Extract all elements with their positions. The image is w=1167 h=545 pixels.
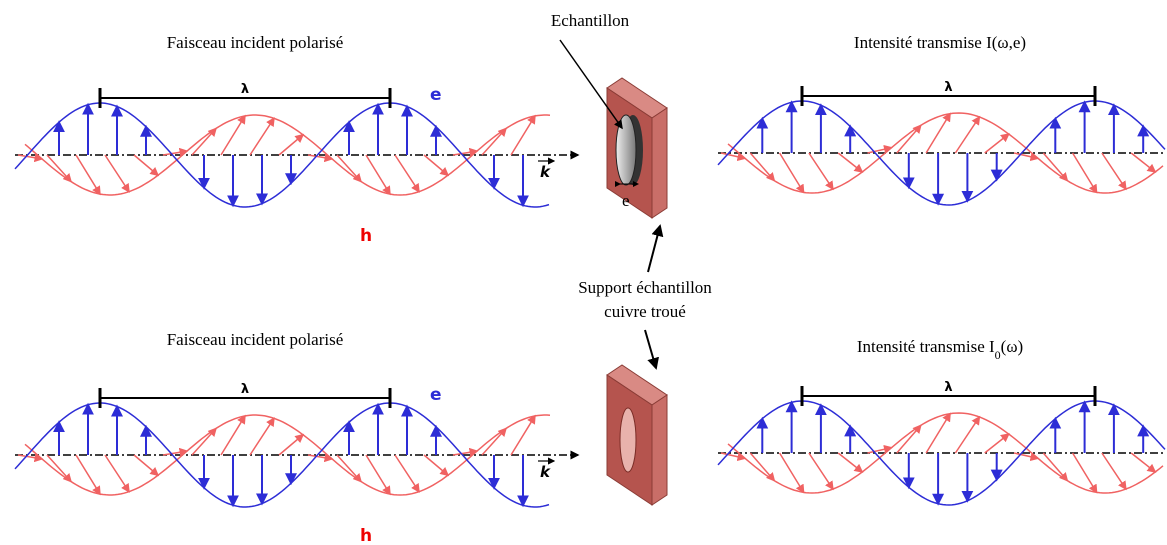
support-label: cuivre troué [604,302,686,321]
h-vector [867,144,893,154]
h-vector [17,153,44,163]
h-vector [133,454,160,477]
h-vector [46,154,73,183]
h-wave [24,414,551,496]
h-wave [727,412,1164,494]
transmitted-title: Intensité transmise I0(ω) [857,337,1023,362]
thickness-label: e [622,191,630,210]
h-vector [17,453,44,463]
h-vector [75,454,101,496]
h-vector [896,424,922,454]
h-vector [220,114,246,156]
h-vector [925,112,951,154]
h-vector [423,154,450,177]
h-vector [394,154,420,193]
h-vector [896,124,922,154]
lambda-label: λ [241,382,249,397]
incident-title: Faisceau incident polarisé [167,33,344,52]
h-vector [104,154,130,193]
support-label: Support échantillon [578,278,712,297]
h-wave [727,112,1164,194]
waves: λ e h k λ e h k λ λ [14,80,1166,545]
h-vector [984,433,1010,454]
h-vector [1101,152,1127,191]
h-vector [778,452,805,494]
h-vector [336,154,363,183]
h-vector [249,417,275,456]
lambda-label: λ [944,380,952,395]
h-vector [307,453,334,463]
h-vector [481,427,508,456]
h-vector [837,152,864,173]
h-vector [837,452,864,473]
h-vector [1071,152,1098,194]
h-vector [1130,452,1157,473]
h-vector [191,427,218,456]
h-vector [720,452,747,462]
h-vector [1130,152,1157,173]
h-vector [867,444,893,454]
h-vector [394,454,420,493]
h-vector [808,152,834,191]
h-label: h [360,526,372,545]
e-label: e [430,385,442,405]
title-sub: 0 [995,348,1001,362]
h-vector [249,117,275,156]
h-vector [46,454,73,483]
lambda-label: λ [944,80,952,95]
h-vector [510,414,536,456]
h-vector [510,114,536,156]
h-vector [778,152,805,194]
k-label: k [540,463,551,481]
h-vector [365,454,391,496]
h-vector [481,127,508,156]
h-vector [954,115,981,154]
h-vector [1013,152,1040,162]
h-label: h [360,226,372,246]
h-vector [925,412,951,454]
h-vector [808,452,834,491]
incident-title: Faisceau incident polarisé [167,330,344,349]
sample-holder [559,39,668,273]
transmitted-title: Intensité transmise I(ω,e) [854,33,1026,52]
e-label: e [430,85,442,105]
h-vector [1013,452,1040,462]
title-tail: (ω) [1001,337,1024,356]
h-vector [365,154,391,196]
h-vector [720,152,747,162]
h-vector [1071,452,1098,494]
h-vector [423,454,450,477]
h-vector [162,447,189,457]
title-text: Intensité transmise I [857,337,995,356]
h-vector [1101,452,1127,491]
h-vector [162,147,189,157]
h-vector [1042,452,1069,482]
h-vector [220,414,246,456]
h-vector [104,454,130,493]
h-vector [749,452,776,482]
h-vector [133,154,160,177]
h-vector [278,133,305,156]
h-vector [452,447,479,457]
k-label: k [540,163,551,181]
empty-holder [606,329,668,506]
h-vector [984,133,1010,154]
h-vector [452,147,479,157]
h-vector [749,152,776,182]
h-vector [307,153,334,163]
sample-label: Echantillon [551,11,630,30]
h-vector [1042,152,1069,182]
h-vector [75,154,101,196]
h-wave [24,114,551,196]
h-vector [278,433,305,456]
h-vector [954,415,981,454]
h-vector [336,454,363,483]
h-vector [191,127,218,156]
lambda-label: λ [241,82,249,97]
